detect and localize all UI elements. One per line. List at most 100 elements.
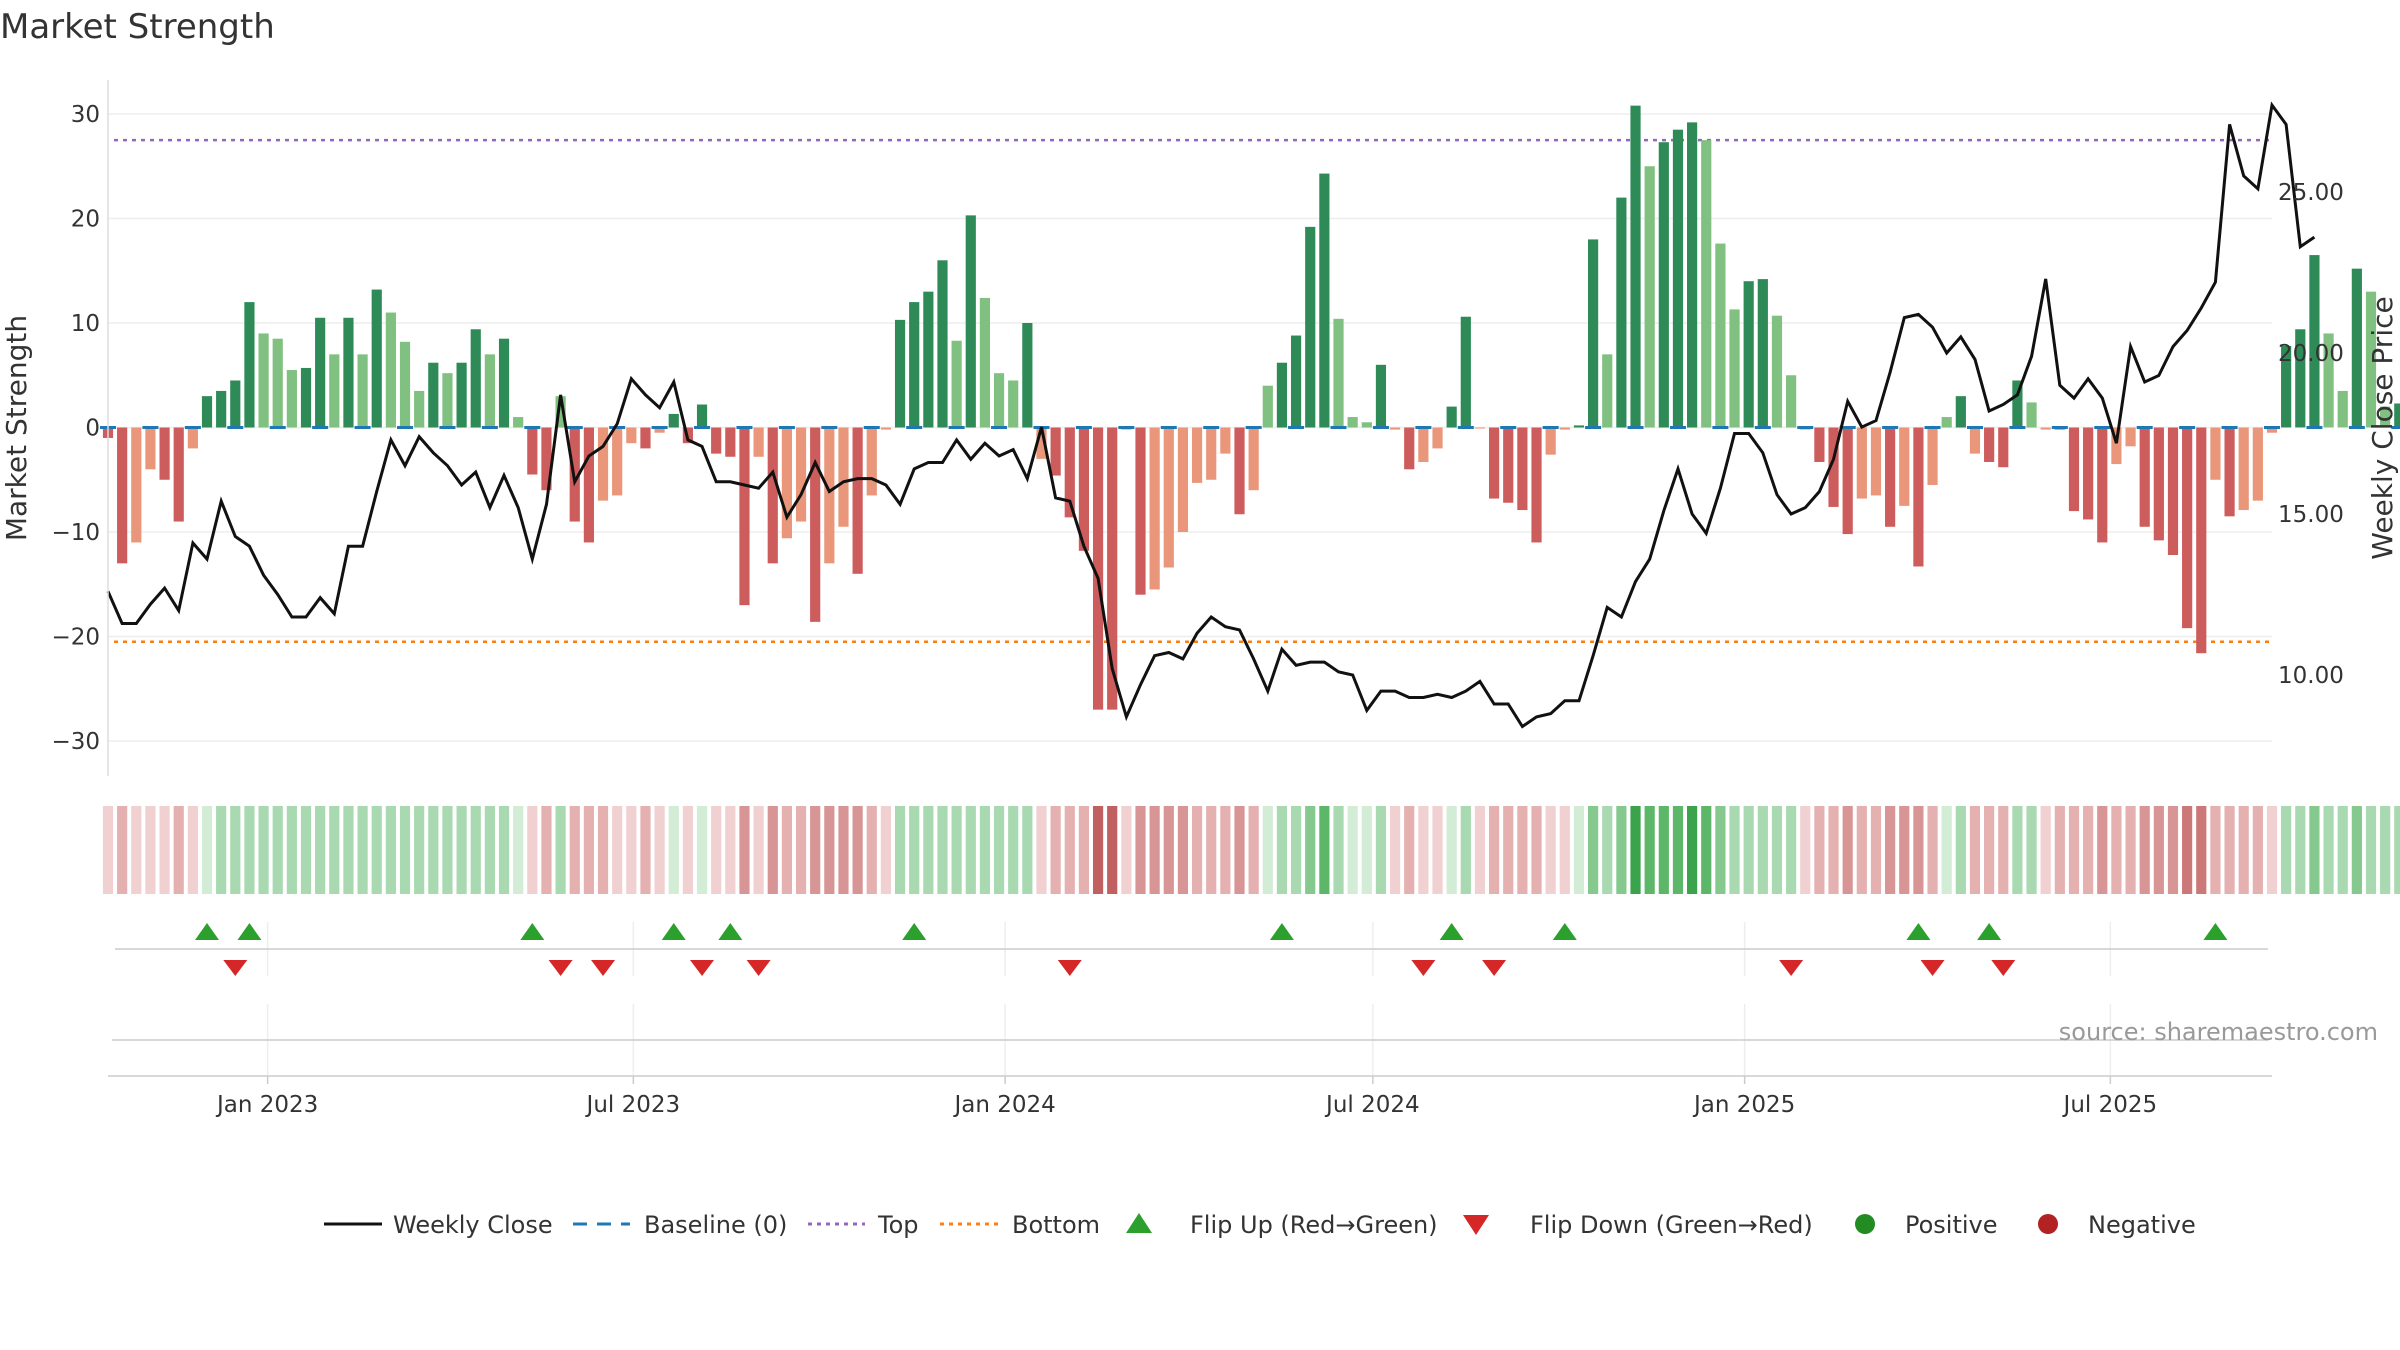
strength-bar [1036, 427, 1047, 459]
heat-cell [555, 806, 566, 894]
legend-item-weekly-close: Weekly Close [324, 1211, 553, 1239]
strength-bar [838, 427, 849, 527]
strength-bar [1885, 427, 1896, 527]
strength-bar [230, 380, 241, 428]
heat-cell [1008, 806, 1019, 894]
heat-cell [102, 806, 114, 894]
heat-cell [442, 806, 453, 894]
strength-bar [1064, 427, 1075, 518]
strength-bar [852, 427, 863, 574]
strength-bar [2252, 427, 2263, 501]
heat-cell [1969, 806, 1981, 894]
x-tick-label: Jul 2025 [2062, 1092, 2158, 1118]
strength-bar [1375, 364, 1387, 428]
heat-cell [2068, 806, 2080, 894]
heat-cell [2252, 806, 2263, 894]
strength-bar [201, 396, 213, 428]
strength-bar [484, 354, 495, 428]
heat-cell [1050, 806, 1061, 894]
strength-bar [909, 302, 920, 428]
strength-bar [1305, 226, 1316, 428]
heat-cell [1955, 806, 1966, 894]
strength-bar [1771, 315, 1783, 428]
strength-bar [2351, 268, 2362, 428]
y-tick-label: −10 [51, 520, 100, 546]
heat-cell [1644, 806, 1655, 894]
heat-cell [1885, 806, 1896, 894]
heat-cell [2380, 806, 2391, 894]
y-tick-label: 0 [85, 416, 100, 442]
flip-up-marker [520, 923, 545, 940]
heat-cell [894, 806, 906, 894]
heat-cell [1234, 806, 1245, 894]
strength-bar [696, 404, 708, 428]
strength-bar [1474, 427, 1486, 429]
strength-bar [668, 413, 679, 428]
heat-cell [2083, 806, 2094, 894]
strength-bar [1206, 427, 1217, 480]
heat-cell [1984, 806, 1995, 894]
heat-cell [1418, 806, 1429, 894]
heat-cell [329, 806, 340, 894]
heat-cell [1389, 806, 1401, 894]
heat-cell [2337, 806, 2348, 894]
legend-item-positive: Positive [1855, 1211, 1998, 1239]
heat-cell [979, 806, 991, 894]
heat-cell [1248, 806, 1259, 894]
strength-bar [1220, 427, 1231, 454]
heat-cell [753, 806, 764, 894]
legend-label: Positive [1905, 1211, 1998, 1239]
strength-bar [1248, 427, 1259, 491]
heat-cell [1375, 806, 1387, 894]
flip-down-marker [690, 960, 715, 976]
y2-axis-ticks: 25.00 20.00 15.00 10.00 [2278, 180, 2344, 689]
strength-bar [767, 427, 778, 564]
strength-bar [937, 260, 948, 428]
heat-cell [1149, 806, 1160, 894]
heat-cell [527, 806, 538, 894]
heat-cell [117, 806, 128, 894]
heat-cell [1191, 806, 1203, 894]
heat-cell [838, 806, 849, 894]
strength-bar [1418, 427, 1429, 462]
heat-cell [2153, 806, 2164, 894]
heat-cell [1290, 806, 1302, 894]
strength-bar [2337, 390, 2348, 428]
flip-down-marker [1057, 960, 1082, 976]
heat-cell [2238, 806, 2249, 894]
legend-label: Baseline (0) [644, 1211, 787, 1239]
strength-bar [1786, 375, 1797, 428]
heat-cell [1602, 806, 1613, 894]
heat-cell [640, 806, 651, 894]
strength-bar [2040, 427, 2051, 430]
strength-bar [1262, 385, 1273, 428]
strength-bar [1870, 427, 1882, 496]
heat-cell [414, 806, 425, 894]
heat-cell [2054, 806, 2065, 894]
flip-down-marker [591, 960, 616, 976]
strength-bar [880, 427, 892, 430]
strength-bar [1333, 318, 1344, 428]
strength-bar [795, 427, 807, 522]
strength-bar [244, 302, 255, 428]
heat-cell [1276, 806, 1288, 894]
strength-bar [1446, 406, 1457, 428]
strength-bar [824, 427, 835, 564]
strength-bar [1955, 396, 1966, 428]
heat-cell [1870, 806, 1882, 894]
strength-bar [1644, 166, 1655, 428]
strength-bar [258, 333, 269, 428]
strength-bar [1149, 427, 1160, 590]
heat-cell [1488, 806, 1500, 894]
heat-cell [810, 806, 821, 894]
heat-cell [1517, 806, 1528, 894]
strength-bar [810, 427, 821, 622]
heat-cell [1121, 806, 1132, 894]
heat-cell [1347, 806, 1358, 894]
heat-cell [2097, 806, 2108, 894]
y-axis-label: Market Strength [0, 315, 33, 541]
x-tick-label: Jan 2023 [215, 1092, 318, 1118]
heat-cell [456, 806, 467, 894]
strength-bar [2012, 380, 2023, 428]
strength-bar [1559, 427, 1570, 430]
